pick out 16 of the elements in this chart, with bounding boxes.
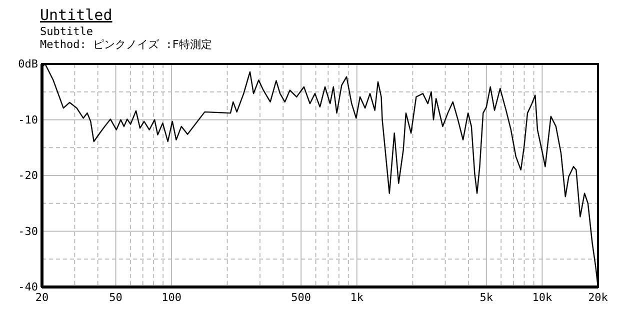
x-tick-label: 5k <box>480 290 494 304</box>
y-tick-label: -10 <box>18 113 38 126</box>
text: Method: ピンクノイズ :F特測定 <box>40 38 212 51</box>
x-tick-label: 10k <box>532 290 553 304</box>
x-tick-label: 1k <box>350 290 364 304</box>
chart-subtitle: Subtitle <box>40 25 93 38</box>
x-tick-label: 500 <box>291 290 312 304</box>
y-tick-label: -20 <box>18 169 38 182</box>
y-tick-label: -30 <box>18 224 38 238</box>
chart-title: Untitled <box>40 6 112 24</box>
x-tick-label: 100 <box>162 290 182 304</box>
x-tick-label: 20k <box>588 290 608 304</box>
y-tick-label: 0dB <box>18 58 38 71</box>
x-tick-label: 50 <box>109 290 122 304</box>
x-tick-label: 20 <box>35 290 49 304</box>
y-tick-label: -40 <box>18 280 38 294</box>
